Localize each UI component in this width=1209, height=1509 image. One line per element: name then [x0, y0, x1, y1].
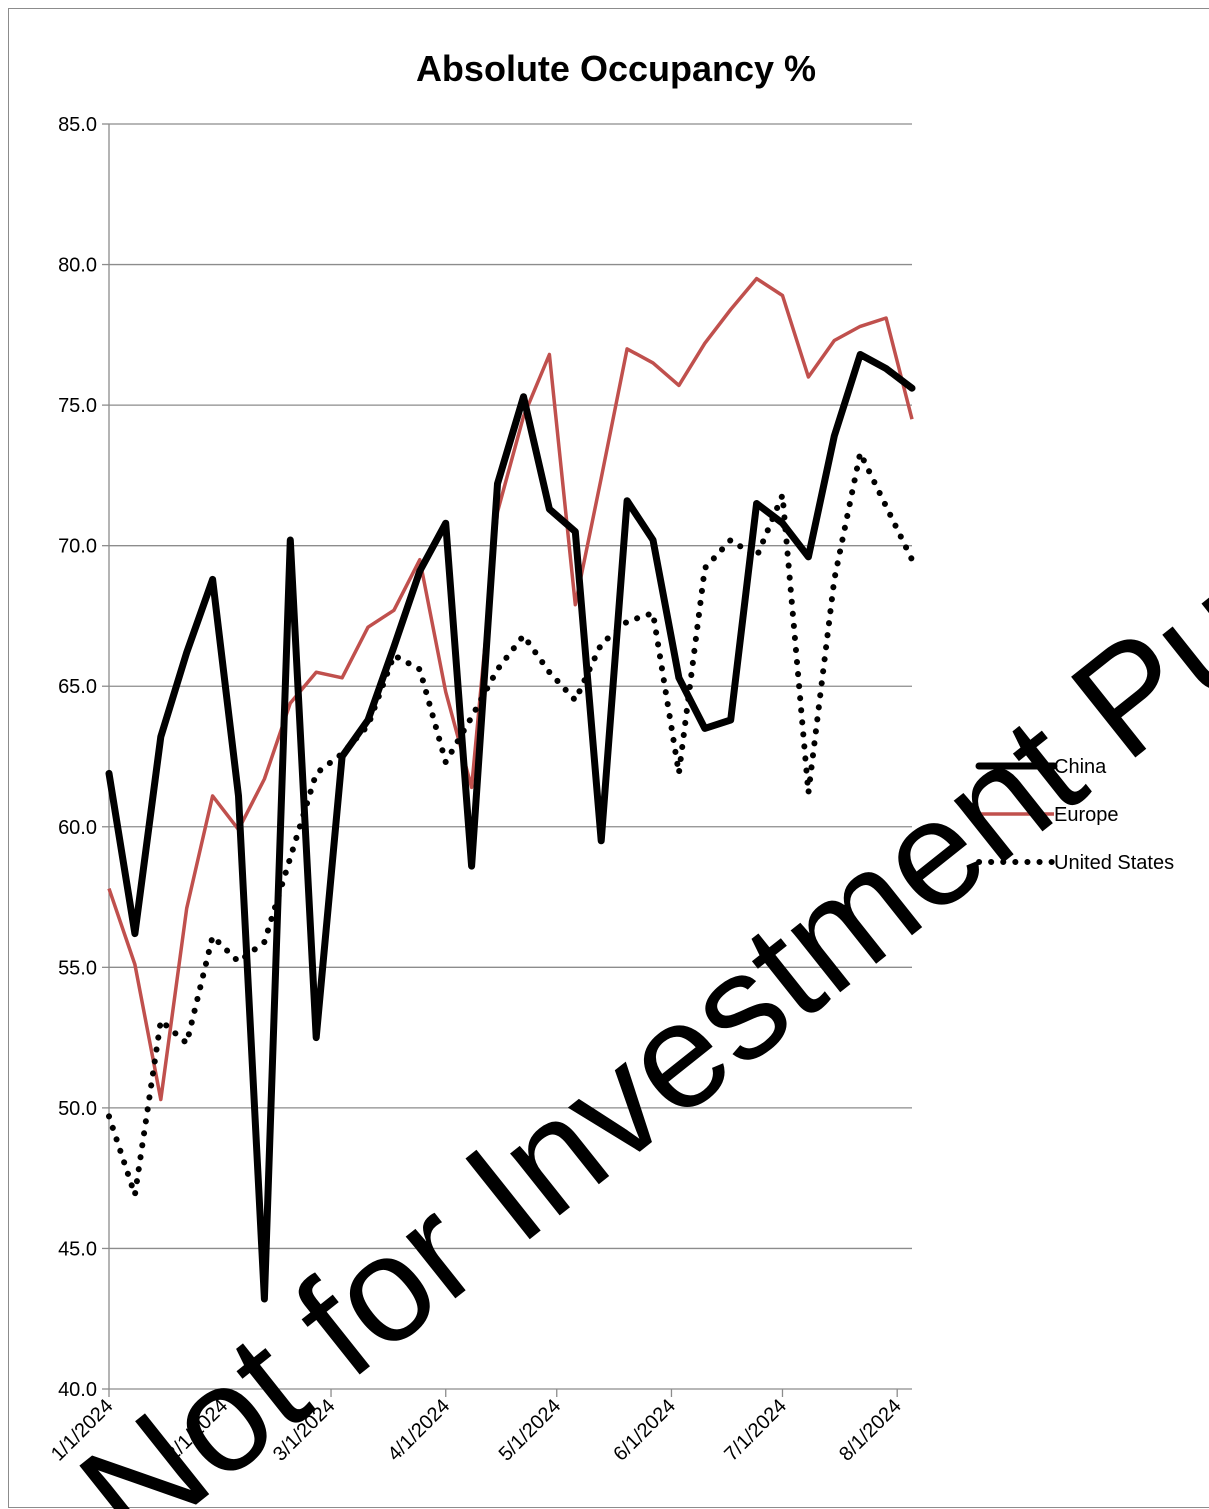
axes — [108, 124, 912, 1390]
chart-title: Absolute Occupancy % — [416, 48, 816, 89]
legend-label: Europe — [1054, 804, 1119, 826]
y-tick-label: 65.0 — [58, 676, 97, 698]
y-axis-ticks: 40.0 45.0 50.0 55.0 60.0 65.0 70.0 75.0 80.0 85.0 — [58, 114, 109, 1401]
y-tick-label: 40.0 — [58, 1379, 97, 1401]
chart-frame: 40.0 45.0 50.0 55.0 60.0 65.0 70.0 75.0 80.0 85.0… — [8, 8, 1209, 1509]
x-tick-label: 7/1/2024 — [720, 1395, 791, 1466]
x-tick-label: 6/1/2024 — [609, 1395, 680, 1466]
y-tick-label: 75.0 — [58, 395, 97, 417]
y-tick-label: 70.0 — [58, 536, 97, 558]
legend-label: United States — [1054, 852, 1174, 874]
series-line-united-states — [106, 449, 915, 1198]
y-tick-label: 50.0 — [58, 1098, 97, 1120]
legend: China Europe United States — [975, 756, 1174, 874]
y-tick-label: 85.0 — [58, 114, 97, 136]
watermark: Not for Investment Purpose — [49, 311, 1209, 1509]
y-tick-label: 80.0 — [58, 255, 97, 277]
x-tick-label: 5/1/2024 — [495, 1395, 566, 1466]
line-chart: 40.0 45.0 50.0 55.0 60.0 65.0 70.0 75.0 80.0 85.0… — [47, 48, 1209, 1509]
legend-label: China — [1054, 756, 1107, 778]
x-tick-label: 4/1/2024 — [384, 1395, 455, 1466]
y-tick-label: 45.0 — [58, 1238, 97, 1260]
y-tick-label: 55.0 — [58, 957, 97, 979]
series-line-china — [105, 351, 916, 1303]
series-lines — [105, 276, 916, 1303]
x-tick-label: 8/1/2024 — [835, 1395, 906, 1466]
y-tick-label: 60.0 — [58, 817, 97, 839]
